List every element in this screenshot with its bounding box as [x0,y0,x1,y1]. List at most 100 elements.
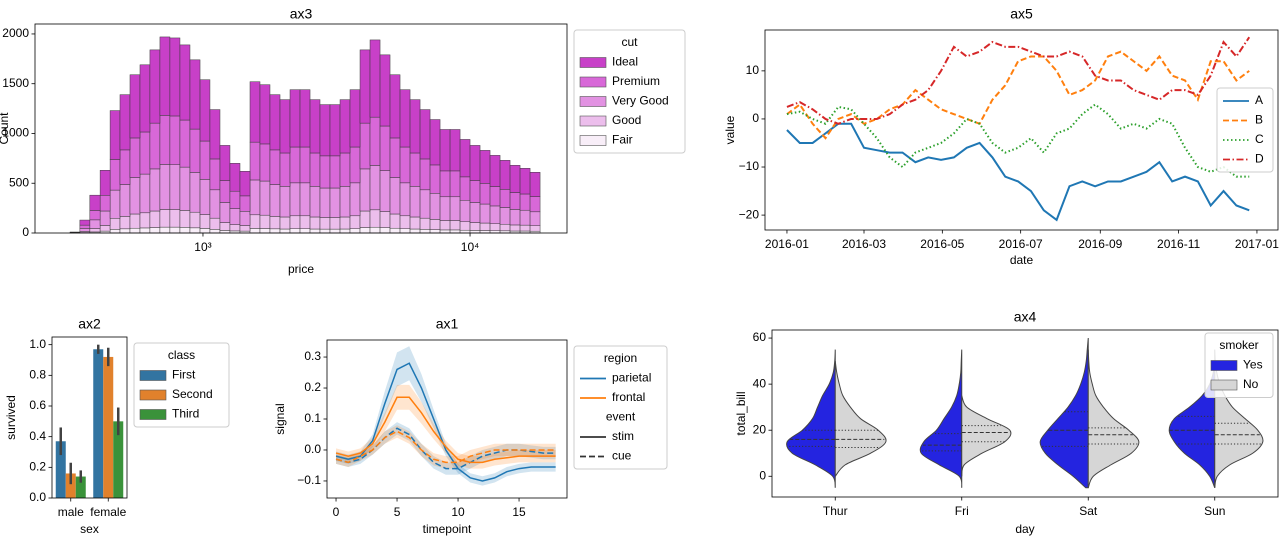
y-tick-label: −20 [739,207,760,221]
histogram-bar [399,89,411,148]
histogram-bar [299,89,311,148]
histogram-bar [479,183,491,205]
y-tick-label: 0.4 [29,429,46,443]
histogram-bar [399,182,411,217]
legend-swatch [139,389,167,401]
legend-title: class [168,348,195,362]
histogram-bar [99,210,111,226]
histogram-bar [199,140,211,180]
legend-box [1216,87,1274,173]
histogram-bar [269,184,281,217]
histogram-bar [439,129,451,172]
histogram-bar [209,189,221,219]
error-band [336,384,556,469]
histogram-bar [309,186,321,218]
histogram-bar [479,150,491,184]
histogram-bar [459,176,471,201]
histogram-bar [89,219,101,229]
histogram-bar [339,99,351,154]
chart-title: ax3 [290,6,313,22]
histogram-bar [199,179,211,215]
histogram-bar [319,104,331,157]
histogram-bar [309,99,321,154]
histogram-bar [379,54,391,127]
legend-label: frontal [612,390,645,404]
histogram-bar [249,228,261,234]
histogram-bar [209,229,221,234]
histogram-bar [299,215,311,229]
error-band [336,346,556,486]
histogram-bar [469,145,481,181]
histogram-bar [309,228,321,234]
legend-swatch [579,115,607,127]
x-axis-label: price [288,262,314,276]
histogram-bar [119,94,131,151]
histogram-bar [129,213,141,229]
histogram-bar [449,196,461,221]
histogram-bar [439,220,451,231]
histogram-bar [229,208,241,225]
histogram-bar [209,217,221,230]
x-tick-label: 2016-05 [920,237,964,251]
histogram-bar [219,222,231,231]
histogram-bar [169,37,181,117]
x-axis-label: timepoint [423,522,472,536]
bar [113,421,124,498]
x-tick-label: 2016-03 [842,237,886,251]
chart-title: ax5 [1010,6,1033,22]
legend-label: parietal [612,371,651,385]
histogram-bar [169,226,181,234]
x-axis-label: sex [80,522,99,536]
plot-frame [771,329,1279,498]
histogram-bar [429,164,441,194]
x-tick-label: 0 [333,505,340,519]
histogram-bar [189,227,201,234]
legend-swatch [579,135,607,146]
legend-title: region [604,351,637,365]
line [786,103,1250,178]
histogram-bar [159,115,171,165]
histogram-bar [279,152,291,187]
histogram-bar [229,224,241,232]
histogram-bar [169,209,181,228]
y-tick-label: 1500 [2,76,29,90]
histogram-bar [249,141,261,181]
legend-swatch [139,370,167,381]
histogram-bar [169,164,181,210]
histogram-bar [349,182,361,217]
histogram-bar [329,228,341,234]
y-axis-label: total_bill [734,391,748,435]
histogram-bar [249,179,261,216]
y-axis-label: Count [0,112,11,145]
histogram-bar [129,74,141,139]
x-axis-label: day [1015,522,1034,536]
histogram-bar [79,228,91,232]
chart-title: ax1 [436,316,459,332]
histogram-bar [439,229,451,234]
histogram-bar [149,49,161,124]
histogram-bar [389,137,401,178]
y-tick-label: 0 [759,468,766,482]
histogram-bar [509,165,521,193]
line [335,396,556,464]
y-tick-label: 20 [753,422,767,436]
histogram-bar [299,182,311,217]
y-tick-label: 0.0 [304,442,321,456]
histogram-bar [359,122,371,170]
histogram-bar [119,216,131,230]
histogram-bar [459,200,471,223]
legend-label: Good [612,113,641,127]
histogram-bar [379,211,391,228]
histogram-bar [509,192,521,210]
histogram-bar [449,229,461,234]
bar [103,356,114,498]
histogram-bar [179,44,191,121]
histogram-bar [189,172,201,213]
histogram-bar [329,155,341,189]
line [335,430,556,464]
histogram-bar [349,89,361,148]
histogram-bar [149,227,161,234]
x-tick-label: 10⁴ [461,240,480,254]
plot-frame [326,339,568,499]
legend-swatch [579,76,607,88]
